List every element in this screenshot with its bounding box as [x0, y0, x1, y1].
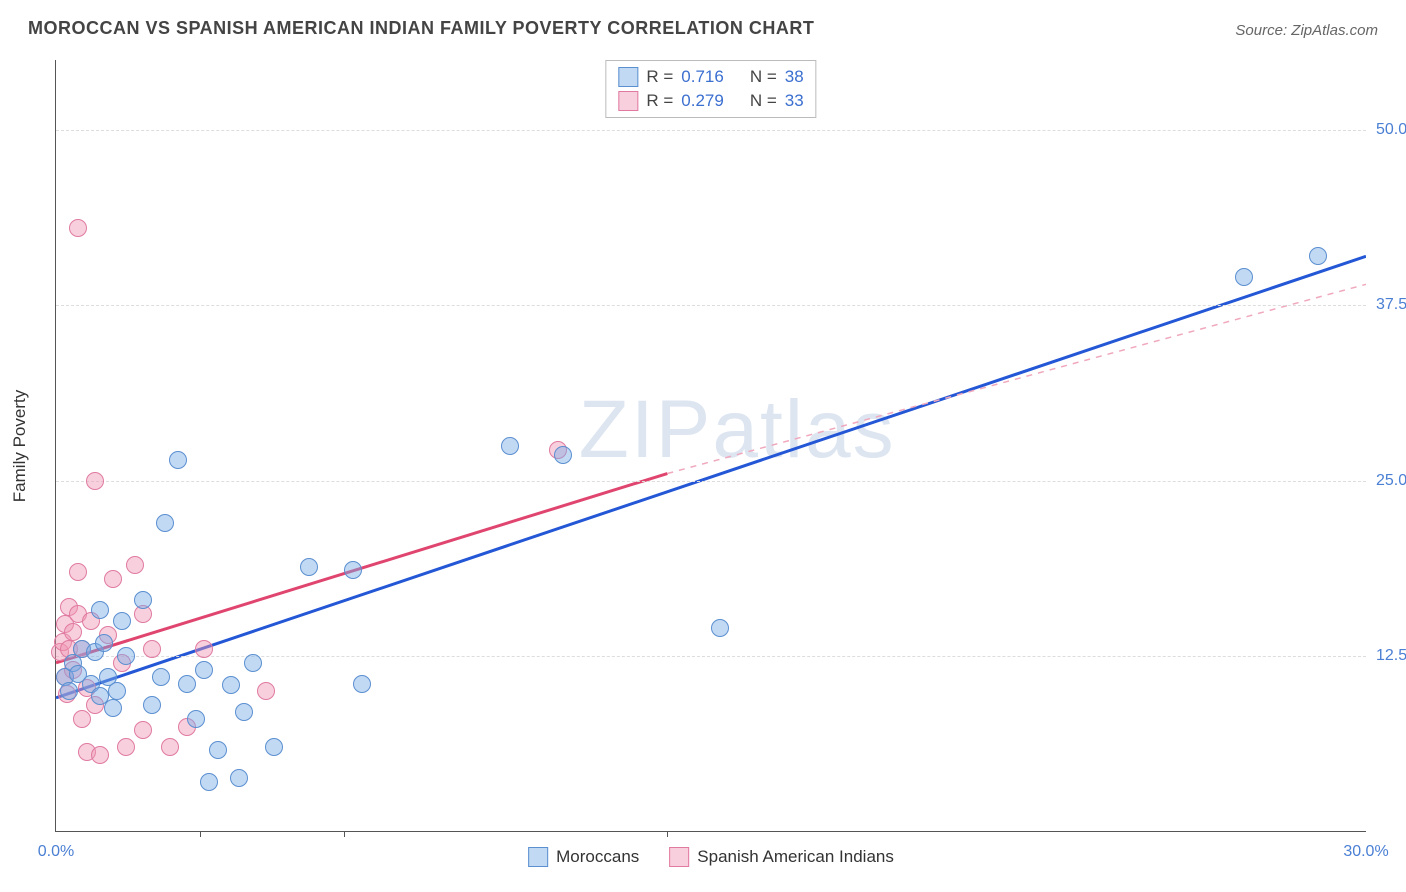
data-point	[187, 710, 205, 728]
x-tick-mark	[200, 831, 201, 837]
data-point	[257, 682, 275, 700]
data-point	[126, 556, 144, 574]
trend-lines	[56, 60, 1366, 831]
data-point	[178, 675, 196, 693]
corr-r-label-0: R =	[646, 67, 673, 87]
data-point	[1309, 247, 1327, 265]
data-point	[69, 563, 87, 581]
grid-line	[56, 305, 1366, 306]
data-point	[209, 741, 227, 759]
x-tick-label: 30.0%	[1343, 843, 1388, 861]
corr-n-label-1: N =	[750, 91, 777, 111]
chart-container: MOROCCAN VS SPANISH AMERICAN INDIAN FAMI…	[0, 0, 1406, 892]
source-attribution: Source: ZipAtlas.com	[1235, 22, 1378, 39]
source-value: ZipAtlas.com	[1291, 22, 1378, 39]
data-point	[91, 746, 109, 764]
data-point	[265, 738, 283, 756]
data-point	[353, 675, 371, 693]
data-point	[95, 634, 113, 652]
data-point	[501, 437, 519, 455]
grid-line	[56, 481, 1366, 482]
y-tick-label: 37.5%	[1376, 296, 1406, 314]
series-label-0: Moroccans	[556, 847, 639, 867]
data-point	[134, 721, 152, 739]
series-label-1: Spanish American Indians	[697, 847, 894, 867]
data-point	[152, 668, 170, 686]
data-point	[156, 514, 174, 532]
data-point	[195, 640, 213, 658]
y-tick-label: 50.0%	[1376, 121, 1406, 139]
data-point	[143, 696, 161, 714]
corr-n-label-0: N =	[750, 67, 777, 87]
data-point	[64, 623, 82, 641]
data-point	[235, 703, 253, 721]
series-swatch-0	[528, 847, 548, 867]
data-point	[195, 661, 213, 679]
data-point	[300, 558, 318, 576]
data-point	[86, 472, 104, 490]
data-point	[143, 640, 161, 658]
data-point	[1235, 268, 1253, 286]
corr-r-value-0: 0.716	[681, 67, 724, 87]
data-point	[200, 773, 218, 791]
data-point	[104, 570, 122, 588]
data-point	[91, 601, 109, 619]
series-legend-item-1: Spanish American Indians	[669, 847, 894, 867]
correlation-legend: R = 0.716 N = 38 R = 0.279 N = 33	[605, 60, 816, 118]
series-swatch-1	[669, 847, 689, 867]
data-point	[69, 219, 87, 237]
grid-line	[56, 130, 1366, 131]
corr-legend-row-1: R = 0.279 N = 33	[618, 89, 803, 113]
data-point	[222, 676, 240, 694]
x-tick-label: 0.0%	[38, 843, 74, 861]
chart-title: MOROCCAN VS SPANISH AMERICAN INDIAN FAMI…	[28, 18, 814, 39]
data-point	[60, 682, 78, 700]
data-point	[113, 612, 131, 630]
corr-r-value-1: 0.279	[681, 91, 724, 111]
data-point	[244, 654, 262, 672]
corr-swatch-1	[618, 91, 638, 111]
corr-r-label-1: R =	[646, 91, 673, 111]
corr-swatch-0	[618, 67, 638, 87]
plot-area: ZIPatlas R = 0.716 N = 38 R = 0.279 N = …	[55, 60, 1366, 832]
data-point	[169, 451, 187, 469]
data-point	[117, 738, 135, 756]
data-point	[711, 619, 729, 637]
data-point	[554, 446, 572, 464]
series-legend: Moroccans Spanish American Indians	[528, 847, 894, 867]
data-point	[161, 738, 179, 756]
series-legend-item-0: Moroccans	[528, 847, 639, 867]
source-label: Source:	[1235, 22, 1287, 39]
data-point	[344, 561, 362, 579]
y-axis-label: Family Poverty	[10, 390, 30, 502]
corr-n-value-1: 33	[785, 91, 804, 111]
data-point	[117, 647, 135, 665]
corr-n-value-0: 38	[785, 67, 804, 87]
data-point	[230, 769, 248, 787]
watermark-text: ZIPatlas	[579, 383, 896, 477]
data-point	[108, 682, 126, 700]
x-tick-mark	[344, 831, 345, 837]
corr-legend-row-0: R = 0.716 N = 38	[618, 65, 803, 89]
y-tick-label: 25.0%	[1376, 472, 1406, 490]
data-point	[134, 591, 152, 609]
x-tick-mark	[667, 831, 668, 837]
data-point	[73, 710, 91, 728]
data-point	[104, 699, 122, 717]
y-tick-label: 12.5%	[1376, 647, 1406, 665]
